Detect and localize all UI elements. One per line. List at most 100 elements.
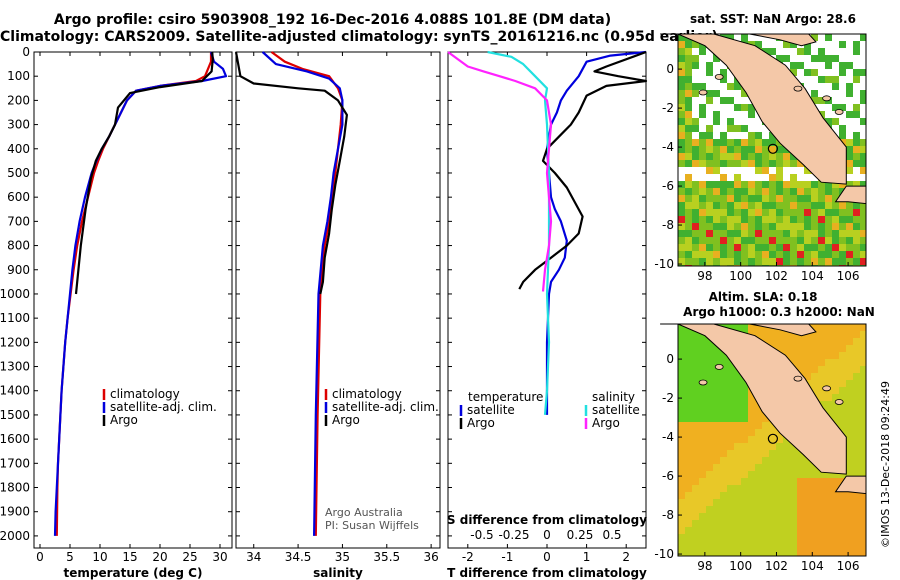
depth-tick-label: 1100 <box>0 311 30 325</box>
depth-tick-label: 1900 <box>0 505 30 519</box>
depth-tick-label: 1200 <box>0 335 30 349</box>
title-line-1: Argo profile: csiro 5903908_192 16-Dec-2… <box>53 12 612 28</box>
legend-label: Argo <box>332 413 360 427</box>
imos-stamp: ©IMOS 13-Dec-2018 09:24:49 <box>879 381 892 548</box>
depth-tick-label: 1400 <box>0 384 30 398</box>
depth-tick-label: 600 <box>7 190 30 204</box>
depth-tick-label: 1800 <box>0 481 30 495</box>
island <box>714 363 724 370</box>
depth-tick-label: 1500 <box>0 408 30 422</box>
island <box>793 85 803 92</box>
map-y-tick-label: -2 <box>662 391 674 405</box>
island <box>698 379 708 386</box>
series-satellite-adj-clim- <box>53 51 228 536</box>
credit-label: PI: Susan Wijffels <box>325 519 419 532</box>
secondary-tick-label: 0.5 <box>602 528 621 542</box>
map-x-tick-label: 106 <box>837 559 860 573</box>
legend-label: Argo <box>592 416 620 430</box>
series-argo <box>234 51 348 295</box>
series-s-satellite <box>487 50 551 415</box>
x-tick-label: 15 <box>122 550 137 564</box>
series-climatology <box>55 52 213 536</box>
x-tick-label: 34.5 <box>285 550 312 564</box>
legend-label: Argo <box>110 413 138 427</box>
x-tick-label: 5 <box>66 550 74 564</box>
x-tick-label: 35 <box>335 550 350 564</box>
legend-label: satellite-adj. clim. <box>332 400 439 414</box>
map-y-tick-label: -6 <box>662 179 674 193</box>
map-y-tick-label: -2 <box>662 101 674 115</box>
depth-tick-label: 400 <box>7 142 30 156</box>
map-x-tick-label: 106 <box>837 269 860 283</box>
map-y-tick-label: -10 <box>654 257 674 271</box>
map-y-tick-label: -8 <box>662 218 674 232</box>
island <box>834 109 844 115</box>
x-axis-label: temperature (deg C) <box>64 566 203 580</box>
map-y-tick-label: -4 <box>662 140 674 154</box>
island <box>834 399 844 405</box>
map-x-tick-label: 98 <box>697 559 712 573</box>
map-x-tick-label: 104 <box>801 269 824 283</box>
map-y-tick-label: -8 <box>662 508 674 522</box>
legend-label: Argo <box>467 416 495 430</box>
legend-label: salinity <box>592 390 635 404</box>
depth-tick-label: 1300 <box>0 360 30 374</box>
panel-frame-salinity <box>235 51 441 549</box>
map-x-tick-label: 102 <box>765 269 788 283</box>
series-argo <box>74 51 214 295</box>
x-tick-label: 10 <box>92 550 107 564</box>
sla-map-frame <box>677 323 867 557</box>
secondary-axis-title: S difference from climatology <box>447 513 647 527</box>
secondary-tick-label: 0 <box>543 528 551 542</box>
x-axis-label: T difference from climatology <box>447 566 647 580</box>
land-1 <box>834 475 867 495</box>
map-x-tick-label: 102 <box>765 559 788 573</box>
sst-map-title: sat. SST: NaN Argo: 28.6 <box>690 12 856 26</box>
profile-location-marker <box>767 143 778 154</box>
x-tick-label: 2 <box>622 550 630 564</box>
x-tick-label: 20 <box>152 550 167 564</box>
x-tick-label: 0 <box>36 550 44 564</box>
island <box>714 73 724 80</box>
x-tick-label: 34 <box>246 550 261 564</box>
x-tick-label: -2 <box>462 550 474 564</box>
secondary-tick-label: -0.25 <box>498 528 529 542</box>
series-t-satellite <box>545 50 647 415</box>
island <box>822 95 832 102</box>
depth-tick-label: 2000 <box>0 529 30 543</box>
map-y-tick-label: 0 <box>666 352 674 366</box>
island <box>822 385 832 392</box>
sla-map-title-1: Altim. SLA: 0.18 <box>709 290 818 304</box>
depth-tick-label: 1700 <box>0 456 30 470</box>
depth-tick-label: 1000 <box>0 287 30 301</box>
island <box>698 89 708 96</box>
panel-frame-temperature <box>33 51 233 549</box>
island <box>793 375 803 382</box>
x-tick-label: -1 <box>501 550 513 564</box>
depth-tick-label: 800 <box>7 239 30 253</box>
map-y-tick-label: -4 <box>662 430 674 444</box>
map-x-tick-label: 104 <box>801 559 824 573</box>
x-tick-label: 30 <box>212 550 227 564</box>
secondary-tick-label: 0.25 <box>567 528 594 542</box>
title-line-2: Climatology: CARS2009. Satellite-adjuste… <box>0 29 718 45</box>
sla-map-title-2: Argo h1000: 0.3 h2000: NaN <box>683 305 875 319</box>
map-y-tick-label: -6 <box>662 469 674 483</box>
depth-tick-label: 900 <box>7 263 30 277</box>
depth-tick-label: 0 <box>22 45 30 59</box>
sst-map-frame <box>677 33 867 267</box>
legend-label: satellite <box>592 403 640 417</box>
series-t-argo <box>518 50 648 290</box>
series-s-argo <box>447 51 553 292</box>
land-1 <box>834 185 867 205</box>
map-y-tick-label: 0 <box>666 62 674 76</box>
x-tick-label: 0 <box>543 550 551 564</box>
legend-label: climatology <box>332 387 402 401</box>
x-tick-label: 35.5 <box>373 550 400 564</box>
depth-tick-label: 100 <box>7 69 30 83</box>
legend-label: climatology <box>110 387 180 401</box>
map-x-tick-label: 98 <box>697 269 712 283</box>
legend-label: satellite-adj. clim. <box>110 400 217 414</box>
series-satellite-adj-clim- <box>261 51 344 536</box>
